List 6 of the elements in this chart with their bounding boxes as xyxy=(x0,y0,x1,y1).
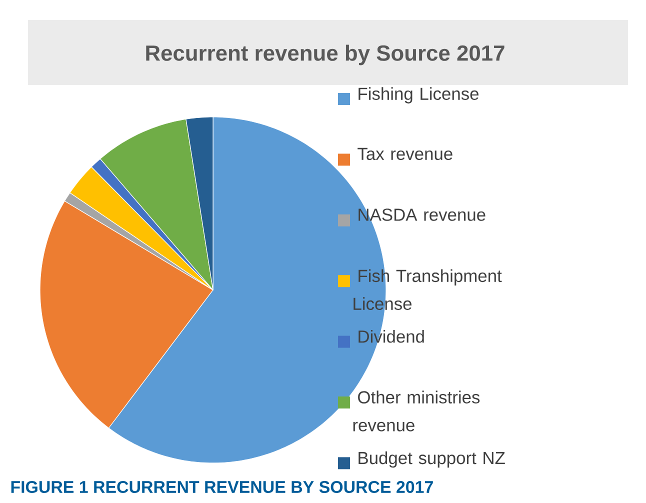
legend-label: Other ministries revenue xyxy=(353,390,480,432)
legend-label: Fishing License xyxy=(358,87,479,104)
chart-title: Recurrent revenue by Source 2017 xyxy=(146,44,504,66)
caption: FIGURE 1 RECURRENT REVENUE BY SOURCE 2017 xyxy=(11,480,433,493)
legend-label: Budget support NZ xyxy=(358,451,505,468)
legend-label: Tax revenue xyxy=(358,148,452,160)
